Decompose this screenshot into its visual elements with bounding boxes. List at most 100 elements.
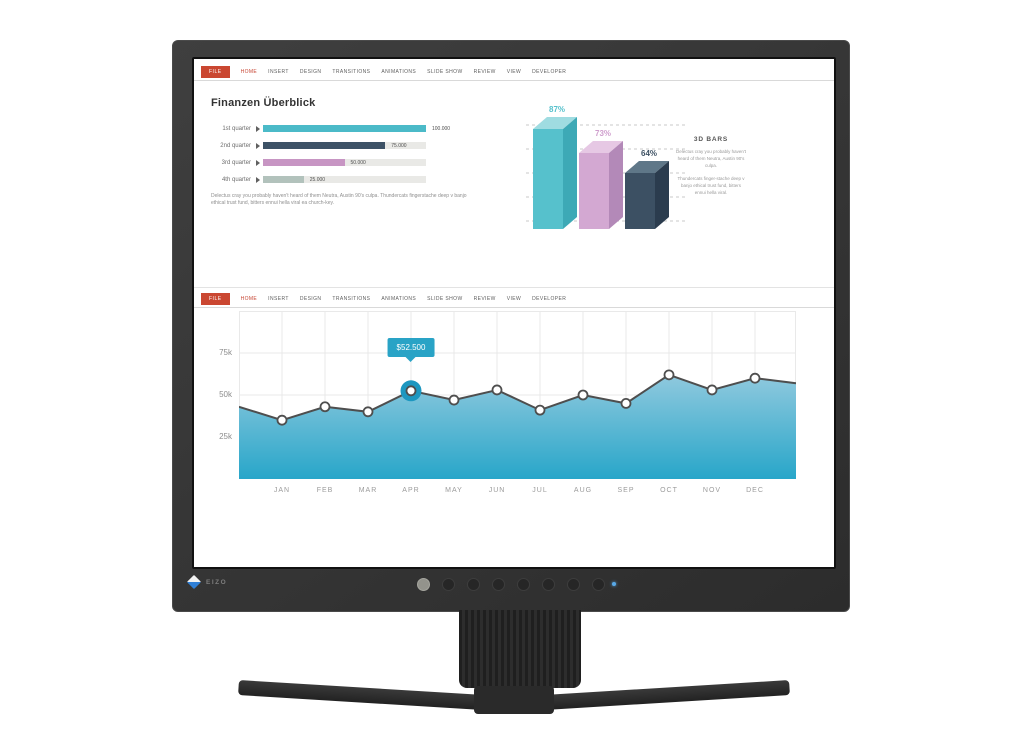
slide-divider [194,287,834,288]
ribbon-tab-animations[interactable]: ANIMATIONS [381,69,417,75]
quarter-bar-track: 25.000 [263,176,426,183]
monthly-area-chart [239,311,796,479]
bar3d-side-face [655,161,669,229]
monitor-button-2[interactable] [442,578,455,591]
data-point-marker-dec [749,372,761,384]
ribbon-tab-slide-show[interactable]: SLIDE SHOW [427,296,463,302]
data-point-marker-apr [405,385,417,397]
quarter-bar-fill [263,142,386,149]
x-axis-label-jun: JUN [488,487,506,494]
x-axis-label-jan: JAN [273,487,291,494]
power-led [612,582,616,586]
area-fill-path [239,374,796,479]
x-axis-label-dec: DEC [746,487,764,494]
quarter-row: 3rd quarter 50.000 [211,154,426,171]
arrow-right-icon [256,159,260,166]
arrow-right-icon [256,125,260,132]
chart-tooltip: $52.500 [387,337,435,362]
monitor-button-3[interactable] [467,578,480,591]
bars3d-para-1: Delectus cray you probably haven't heard… [676,149,746,168]
x-axis-label-jul: JUL [532,487,548,494]
ribbon-tab-insert[interactable]: INSERT [268,69,289,75]
quarter-row: 2nd quarter 75.000 [211,137,426,154]
bar3d-top-face [579,141,623,153]
ribbon-tab-design[interactable]: DESIGN [299,296,322,302]
data-point-marker-feb [319,401,331,413]
quarter-bar-fill [263,176,304,183]
ribbon-tab-animations[interactable]: ANIMATIONS [381,296,417,302]
monitor-stand-base [238,680,790,732]
monitor-stand-neck [459,610,581,688]
x-axis-label-sep: SEP [617,487,635,494]
bar3d-percent-label: 87% [548,105,566,114]
ribbon-tab-transitions[interactable]: TRANSITIONS [332,296,371,302]
quarter-row: 1st quarter 100.000 [211,120,450,137]
slide-title: Finanzen Überblick [211,97,316,109]
quarter-label: 4th quarter [221,176,251,183]
bar3d-percent-label: 64% [640,149,658,158]
ribbon-top: FILE HOME INSERT DESIGN TRANSITIONS ANIMATIO… [194,64,834,81]
ribbon-tab-home[interactable]: HOME [240,296,258,302]
eizo-logo: EIZO [186,574,228,590]
ribbon-tab-developer[interactable]: DEVELOPER [532,296,567,302]
quarter-bar-track: 100.000 [263,125,450,132]
ribbon-tab-design[interactable]: DESIGN [299,69,322,75]
ribbon-tab-slide-show[interactable]: SLIDE SHOW [427,69,463,75]
monitor-button-8[interactable] [592,578,605,591]
quarter-row: 4th quarter 25.000 [211,171,426,188]
monitor-button-7[interactable] [567,578,580,591]
stand-hub [474,686,554,714]
quarter-bar-fill [263,159,345,166]
ribbon-bottom: FILE HOME INSERT DESIGN TRANSITIONS ANIMATIO… [194,291,834,308]
quarter-bar-value: 25.000 [309,177,326,183]
monitor-button-6[interactable] [542,578,555,591]
y-axis-label-75k: 75k [219,348,232,357]
x-axis-label-oct: OCT [660,487,678,494]
brand-name: EIZO [206,578,228,586]
ribbon-tab-home[interactable]: HOME [240,69,258,75]
ribbon-tabs-bottom: HOME INSERT DESIGN TRANSITIONS ANIMATIONS SLI… [241,296,567,302]
monitor-bezel: FILE HOME INSERT DESIGN TRANSITIONS ANIMATIO… [172,40,850,612]
slide-body-text: Delectus cray you probably haven't heard… [211,193,467,207]
bar3d-chart [526,117,686,229]
monitor-button-5[interactable] [517,578,530,591]
quarter-label: 1st quarter [222,125,251,132]
ribbon-tab-review[interactable]: REVIEW [473,69,496,75]
bar3d-percent-label: 73% [594,129,612,138]
arrow-right-icon [256,176,260,183]
data-point-marker-jun [491,384,503,396]
bar3d-side-face [609,141,623,229]
data-point-marker-jul [534,404,546,416]
data-point-marker-jan [276,414,288,426]
ribbon-tab-insert[interactable]: INSERT [268,296,289,302]
x-axis-label-feb: FEB [316,487,334,494]
x-axis-label-mar: MAR [358,487,378,494]
monitor-button-1[interactable] [417,578,430,591]
x-axis-label-apr: APR [402,487,420,494]
ribbon-tab-transitions[interactable]: TRANSITIONS [332,69,371,75]
x-axis-label-aug: AUG [573,487,593,494]
ribbon-tab-view[interactable]: VIEW [506,296,522,302]
ribbon-tab-review[interactable]: REVIEW [473,296,496,302]
quarter-bar-value: 100.000 [432,126,451,132]
bar3d-side-face [563,117,577,229]
bar3d-front-face [533,129,563,229]
arrow-right-icon [256,142,260,149]
quarter-bar-track: 50.000 [263,159,426,166]
bar3d-front-face [625,173,655,229]
file-tab-bottom[interactable]: FILE [201,293,230,305]
eizo-diamond-icon [186,574,202,590]
tooltip-arrow-icon [405,356,416,362]
monitor-button-4[interactable] [492,578,505,591]
y-axis-label-25k: 25k [219,432,232,441]
quarter-label: 2nd quarter [220,142,251,149]
data-point-marker-aug [577,389,589,401]
quarter-bar-fill [263,125,426,132]
bars3d-heading: 3D BARS [693,136,729,143]
ribbon-tab-developer[interactable]: DEVELOPER [532,69,567,75]
bars3d-para-2: Thundercats finger-stache deep v banjo e… [677,175,745,195]
bar3d-front-face [579,153,609,229]
ribbon-tab-view[interactable]: VIEW [506,69,522,75]
quarter-bar-value: 50.000 [350,160,366,166]
file-tab[interactable]: FILE [201,66,230,78]
